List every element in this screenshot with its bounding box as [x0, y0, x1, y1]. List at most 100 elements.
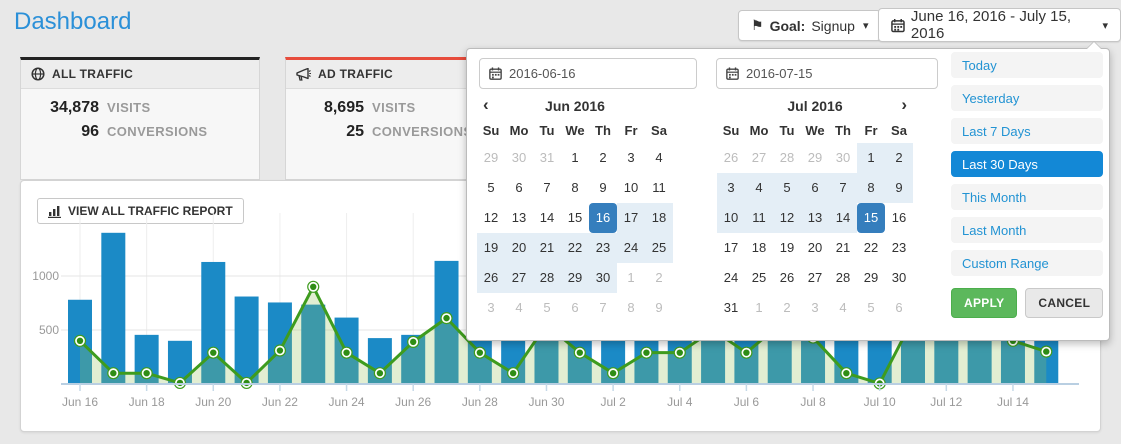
calendar-day-1[interactable]: 1	[571, 150, 579, 165]
calendar-day-5[interactable]: 5	[487, 180, 495, 195]
calendar-day-12[interactable]: 12	[483, 210, 499, 225]
calendar-day-9[interactable]: 9	[885, 173, 913, 203]
range-option-yesterday[interactable]: Yesterday	[951, 85, 1103, 111]
calendar-day-30[interactable]: 30	[589, 263, 617, 293]
calendar-day-29[interactable]: 29	[483, 150, 499, 165]
calendar-day-9[interactable]: 9	[599, 180, 607, 195]
calendar-day-17[interactable]: 17	[617, 203, 645, 233]
calendar-day-30[interactable]: 30	[891, 270, 907, 285]
calendar-day-4[interactable]: 4	[515, 300, 523, 315]
calendar-day-24[interactable]: 24	[617, 233, 645, 263]
calendar-day-29[interactable]: 29	[863, 270, 879, 285]
calendar-day-8[interactable]: 8	[627, 300, 635, 315]
calendar-day-30[interactable]: 30	[511, 150, 527, 165]
calendar-day-5[interactable]: 5	[543, 300, 551, 315]
end-date-input[interactable]: 2016-07-15	[716, 58, 938, 89]
calendar-day-28[interactable]: 28	[835, 270, 851, 285]
calendar-day-15[interactable]: 15	[857, 203, 885, 233]
calendar-day-4[interactable]: 4	[745, 173, 773, 203]
calendar-day-24[interactable]: 24	[723, 270, 739, 285]
calendar-day-7[interactable]: 7	[829, 173, 857, 203]
calendar-day-10[interactable]: 10	[623, 180, 639, 195]
calendar-day-28[interactable]: 28	[779, 150, 795, 165]
calendar-day-25[interactable]: 25	[645, 233, 673, 263]
calendar-day-5[interactable]: 5	[867, 300, 875, 315]
calendar-day-29[interactable]: 29	[807, 150, 823, 165]
calendar-day-28[interactable]: 28	[533, 263, 561, 293]
range-option-today[interactable]: Today	[951, 52, 1103, 78]
calendar-day-9[interactable]: 9	[655, 300, 663, 315]
calendar-day-11[interactable]: 11	[745, 203, 773, 233]
calendar-day-1[interactable]: 1	[857, 143, 885, 173]
calendar-day-19[interactable]: 19	[477, 233, 505, 263]
calendar-day-23[interactable]: 23	[589, 233, 617, 263]
calendar-day-21[interactable]: 21	[533, 233, 561, 263]
calendar-day-19[interactable]: 19	[779, 240, 795, 255]
calendar-day-31[interactable]: 31	[539, 150, 555, 165]
calendar-day-13[interactable]: 13	[511, 210, 527, 225]
calendar-day-31[interactable]: 31	[723, 300, 739, 315]
goal-dropdown-button[interactable]: ⚑ Goal: Signup ▾	[738, 10, 882, 41]
calendar-day-6[interactable]: 6	[895, 300, 903, 315]
calendar-day-13[interactable]: 13	[801, 203, 829, 233]
range-option-last-7-days[interactable]: Last 7 Days	[951, 118, 1103, 144]
calendar-day-3[interactable]: 3	[811, 300, 819, 315]
calendar-day-14[interactable]: 14	[829, 203, 857, 233]
calendar-day-27[interactable]: 27	[751, 150, 767, 165]
calendar-day-18[interactable]: 18	[751, 240, 767, 255]
range-option-custom-range[interactable]: Custom Range	[951, 250, 1103, 276]
calendar-day-7[interactable]: 7	[543, 180, 551, 195]
calendar-day-2[interactable]: 2	[783, 300, 791, 315]
calendar-day-29[interactable]: 29	[561, 263, 589, 293]
calendar-day-22[interactable]: 22	[561, 233, 589, 263]
calendar-day-3[interactable]: 3	[627, 150, 635, 165]
calendar-day-6[interactable]: 6	[801, 173, 829, 203]
card-all-traffic[interactable]: ALL TRAFFIC 34,878 VISITS 96 CONVERSIONS	[20, 57, 260, 180]
calendar-day-25[interactable]: 25	[751, 270, 767, 285]
calendar-day-7[interactable]: 7	[599, 300, 607, 315]
calendar-day-4[interactable]: 4	[655, 150, 663, 165]
calendar-day-5[interactable]: 5	[773, 173, 801, 203]
calendar-day-3[interactable]: 3	[717, 173, 745, 203]
calendar-day-27[interactable]: 27	[807, 270, 823, 285]
date-range-button[interactable]: June 16, 2016 - July 15, 2016 ▾	[878, 8, 1121, 42]
calendar-day-1[interactable]: 1	[755, 300, 763, 315]
calendar-day-14[interactable]: 14	[539, 210, 555, 225]
calendar-day-18[interactable]: 18	[645, 203, 673, 233]
view-all-traffic-report-button[interactable]: VIEW ALL TRAFFIC REPORT	[37, 198, 244, 224]
calendar-day-2[interactable]: 2	[655, 270, 663, 285]
calendar-day-16[interactable]: 16	[589, 203, 617, 233]
prev-month-icon[interactable]: ‹	[483, 95, 489, 114]
calendar-day-27[interactable]: 27	[505, 263, 533, 293]
calendar-day-17[interactable]: 17	[723, 240, 739, 255]
next-month-icon[interactable]: ›	[901, 95, 907, 114]
calendar-day-12[interactable]: 12	[773, 203, 801, 233]
cancel-button[interactable]: CANCEL	[1025, 288, 1104, 318]
range-option-this-month[interactable]: This Month	[951, 184, 1103, 210]
calendar-day-16[interactable]: 16	[891, 210, 907, 225]
calendar-day-1[interactable]: 1	[627, 270, 635, 285]
calendar-day-23[interactable]: 23	[891, 240, 907, 255]
calendar-day-4[interactable]: 4	[839, 300, 847, 315]
calendar-day-26[interactable]: 26	[723, 150, 739, 165]
calendar-day-30[interactable]: 30	[835, 150, 851, 165]
apply-button[interactable]: APPLY	[951, 288, 1018, 318]
calendar-day-10[interactable]: 10	[717, 203, 745, 233]
range-option-last-month[interactable]: Last Month	[951, 217, 1103, 243]
range-option-last-30-days[interactable]: Last 30 Days	[951, 151, 1103, 177]
calendar-day-2[interactable]: 2	[599, 150, 607, 165]
calendar-day-26[interactable]: 26	[477, 263, 505, 293]
calendar-day-20[interactable]: 20	[505, 233, 533, 263]
calendar-day-15[interactable]: 15	[567, 210, 583, 225]
calendar-day-20[interactable]: 20	[807, 240, 823, 255]
calendar-day-8[interactable]: 8	[857, 173, 885, 203]
calendar-day-3[interactable]: 3	[487, 300, 495, 315]
calendar-day-21[interactable]: 21	[835, 240, 851, 255]
calendar-day-2[interactable]: 2	[885, 143, 913, 173]
calendar-day-22[interactable]: 22	[863, 240, 879, 255]
calendar-day-6[interactable]: 6	[515, 180, 523, 195]
calendar-day-6[interactable]: 6	[571, 300, 579, 315]
calendar-day-11[interactable]: 11	[652, 180, 666, 195]
start-date-input[interactable]: 2016-06-16	[479, 58, 697, 89]
calendar-day-26[interactable]: 26	[779, 270, 795, 285]
